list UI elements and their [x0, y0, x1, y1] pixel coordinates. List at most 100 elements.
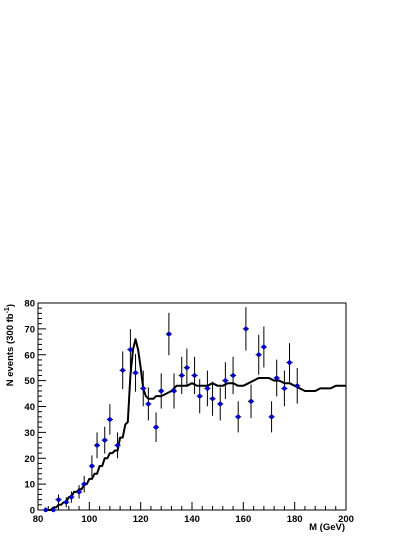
data-point [191, 356, 198, 395]
data-point [281, 370, 288, 407]
point-marker [51, 507, 56, 513]
point-marker [192, 373, 197, 378]
data-point [255, 334, 262, 375]
point-marker [115, 443, 120, 448]
y-tick-label: 40 [24, 402, 35, 413]
data-point [158, 373, 165, 409]
data-point [222, 362, 229, 399]
point-marker [218, 401, 223, 407]
data-point [152, 412, 160, 442]
point-marker [256, 352, 261, 357]
point-marker [94, 443, 100, 448]
data-point [81, 475, 88, 493]
point-marker [243, 326, 249, 332]
point-marker [56, 497, 61, 502]
point-marker [210, 396, 215, 401]
data-point [204, 370, 211, 407]
data-point [132, 353, 139, 392]
y-tick-label: 10 [24, 480, 35, 491]
data-point [119, 351, 126, 390]
data-point [145, 387, 152, 421]
data-points [42, 307, 301, 513]
x-tick-label: 120 [133, 514, 149, 525]
point-marker [287, 360, 292, 365]
y-axis-title: N events (300 fb-1) [4, 304, 16, 386]
point-marker [89, 463, 95, 469]
data-point [165, 312, 172, 356]
point-marker [261, 344, 267, 350]
x-tick-labels: 80 100 120 140 160 180 200 [33, 514, 354, 525]
y-tick-label: 50 [24, 376, 35, 387]
data-point [140, 370, 147, 407]
point-marker [282, 386, 287, 391]
data-point [235, 401, 242, 433]
y-tick-label: 80 [24, 299, 35, 310]
data-point [42, 507, 49, 513]
data-point [260, 326, 267, 368]
point-marker [159, 388, 164, 394]
point-marker [146, 401, 151, 407]
point-marker [141, 386, 146, 391]
signal-curve [45, 338, 346, 511]
data-point [247, 384, 255, 419]
x-tick-label: 140 [184, 514, 200, 525]
y-axis-title-close: ) [5, 304, 16, 307]
y-tick-label: 70 [24, 324, 35, 335]
axis-ticks [37, 302, 347, 511]
data-point [286, 343, 293, 382]
data-point [196, 379, 203, 414]
point-marker [274, 375, 279, 381]
point-marker [205, 386, 210, 391]
curve-series [45, 338, 346, 511]
data-point [170, 373, 178, 409]
data-point [178, 356, 185, 395]
data-point [114, 432, 121, 459]
x-tick-label: 80 [33, 514, 44, 525]
data-point [268, 401, 275, 433]
y-tick-label: 60 [24, 350, 35, 361]
data-point [75, 485, 83, 499]
point-marker [133, 370, 138, 376]
point-marker [184, 365, 190, 370]
point-marker [166, 331, 172, 337]
point-marker [153, 425, 159, 430]
data-point [127, 329, 134, 371]
point-marker [179, 373, 184, 378]
point-marker [107, 417, 113, 422]
point-marker [82, 481, 87, 487]
data-point [68, 491, 75, 503]
data-point [101, 426, 108, 454]
point-marker [120, 368, 125, 373]
y-axis-title-superscript: -1 [4, 307, 11, 313]
data-point [229, 356, 237, 395]
x-axis-title: M (GeV) [309, 522, 345, 533]
x-tick-label: 100 [81, 514, 97, 525]
point-marker [248, 399, 254, 404]
point-marker [43, 507, 48, 513]
data-point [106, 404, 113, 435]
data-point [93, 432, 101, 459]
data-point [63, 497, 70, 508]
point-marker [230, 373, 236, 378]
point-marker [197, 393, 202, 399]
point-marker [295, 383, 300, 388]
data-point [217, 387, 224, 421]
y-tick-label: 0 [30, 506, 35, 517]
data-point [242, 307, 249, 351]
point-marker [128, 347, 133, 352]
data-point [183, 348, 190, 387]
y-tick-label: 20 [24, 454, 35, 465]
point-marker [236, 414, 241, 420]
x-tick-label: 200 [338, 514, 354, 525]
data-point [50, 507, 57, 513]
data-point [273, 359, 280, 397]
point-marker [64, 500, 69, 505]
x-tick-label: 160 [235, 514, 251, 525]
data-point [209, 381, 216, 416]
point-marker [76, 489, 82, 495]
y-tick-label: 30 [24, 428, 35, 439]
point-marker [102, 437, 107, 443]
point-marker [171, 388, 177, 394]
point-marker [269, 414, 274, 420]
